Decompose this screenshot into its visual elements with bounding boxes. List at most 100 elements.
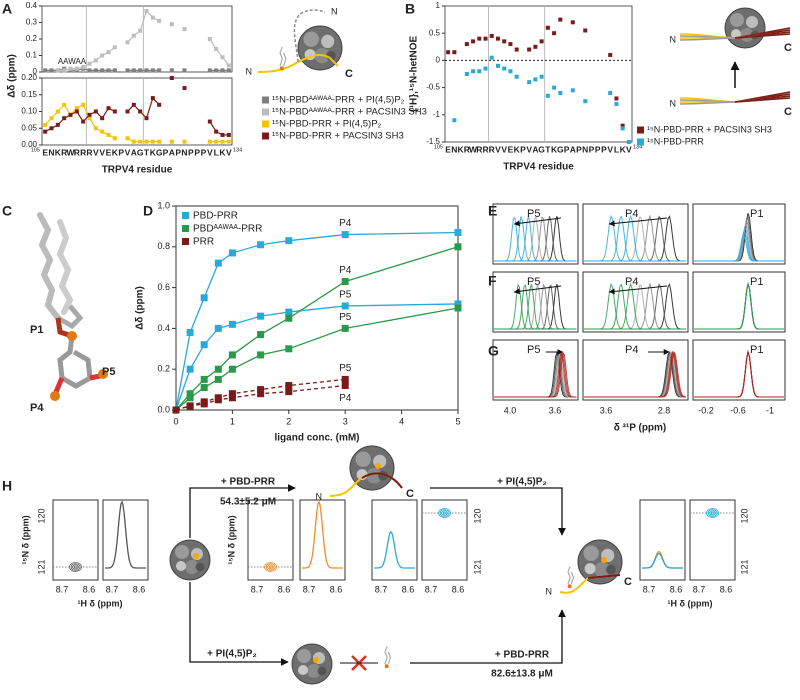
- data-point: [489, 55, 494, 60]
- hsqc-contour: [439, 509, 450, 517]
- spectrum-trace: [694, 233, 784, 262]
- hsqc-box: [52, 499, 99, 581]
- binding-site: [193, 553, 199, 559]
- y-axis-label: ¹⁵N δ (ppm): [20, 515, 30, 564]
- data-point: [285, 345, 293, 353]
- data-point: [545, 93, 550, 98]
- residue-label: V: [501, 144, 507, 154]
- step-label: + PI(4,5)P₂: [207, 649, 257, 660]
- spectrum-trace: [694, 350, 784, 398]
- spectrum-trace: [694, 350, 784, 398]
- series-line: [209, 121, 229, 136]
- residue-label: A: [570, 144, 576, 154]
- data-point: [43, 129, 48, 134]
- data-point: [614, 96, 619, 101]
- data-point: [558, 17, 563, 22]
- residue-label: P: [194, 147, 200, 157]
- spectrum-trace: [694, 282, 784, 330]
- peak-label: P4: [625, 344, 638, 356]
- data-point: [583, 99, 588, 104]
- data-point: [508, 42, 513, 47]
- series-line: [57, 46, 116, 71]
- peak-label: P4: [625, 208, 638, 220]
- data-point: [138, 28, 143, 33]
- step-label: + PBD-PRR: [495, 650, 550, 661]
- terminus-label: C: [784, 42, 792, 54]
- lipid-icon: [384, 646, 392, 665]
- data-point: [228, 351, 236, 359]
- protein-patch: [731, 29, 741, 39]
- data-point: [226, 139, 231, 144]
- peak-label: P5: [527, 208, 540, 220]
- data-point: [228, 320, 236, 328]
- protein-patch: [317, 666, 327, 676]
- residue-label: N: [48, 147, 54, 157]
- data-point: [214, 46, 219, 51]
- x-tick-label: 3.6: [549, 405, 562, 415]
- residue-label: R: [482, 144, 488, 154]
- x-tick-label: 8.7: [106, 584, 119, 594]
- data-point: [144, 116, 149, 121]
- protein-patch: [176, 561, 186, 571]
- x-axis-label: TRPV4 residue: [102, 165, 173, 176]
- data-point: [74, 66, 79, 71]
- kd-label: 54.3±5.2 μM: [220, 497, 276, 508]
- residue-label: G: [538, 144, 545, 154]
- data-point: [93, 109, 98, 114]
- data-point: [169, 22, 174, 27]
- residue-label: R: [74, 147, 80, 157]
- data-point: [200, 384, 208, 392]
- residue-number: 105: [31, 147, 40, 153]
- spectrum-trace: [694, 282, 784, 330]
- data-point: [157, 102, 162, 107]
- spectrum-trace: [694, 350, 784, 398]
- spectrum-trace: [584, 214, 686, 262]
- x-tick-label: 4: [399, 416, 404, 426]
- spectrum-trace: [494, 284, 577, 330]
- data-point: [539, 74, 544, 79]
- legend-label: ¹⁵N-PBDᴬᴬᵂᴬᴬ-PRR + PI(4,5)P₂: [272, 95, 405, 106]
- hsqc-contour: [441, 510, 448, 516]
- hsqc-box: [102, 499, 149, 581]
- series-line: [209, 38, 230, 66]
- phosphate-label: P4: [30, 402, 44, 414]
- data-point: [489, 33, 494, 38]
- spectrum-trace: [694, 350, 784, 398]
- spectrum-trace: [694, 350, 784, 398]
- protein-patch: [606, 564, 616, 575]
- hsqc-contour: [267, 564, 274, 570]
- hsqc-slice: [302, 500, 343, 569]
- spectrum-trace: [494, 284, 577, 330]
- x-tick-label: 1: [230, 416, 235, 426]
- data-point: [220, 132, 225, 137]
- data-point: [514, 47, 519, 52]
- spectrum-trace: [694, 231, 784, 262]
- protein-patch: [175, 545, 189, 559]
- spectrum-box: [692, 339, 786, 401]
- terminus-label: C: [624, 576, 632, 588]
- data-point: [87, 61, 92, 66]
- terminus-label: N: [546, 586, 553, 596]
- residue-label: R: [464, 144, 470, 154]
- data-point: [100, 68, 105, 73]
- residue-label: K: [219, 147, 226, 157]
- data-point: [214, 375, 222, 383]
- residue-label: R: [86, 147, 92, 157]
- x-tick-label: 4.0: [504, 405, 517, 415]
- data-point: [68, 112, 73, 117]
- data-point: [620, 123, 625, 128]
- binding-site: [313, 657, 319, 663]
- spectrum-trace: [494, 283, 577, 330]
- y-tick-label: -1: [433, 110, 441, 119]
- spectrum-trace: [494, 215, 577, 262]
- data-point: [131, 139, 136, 144]
- residue-label: P: [601, 144, 607, 154]
- x-axis-label: ligand conc. (mM): [275, 433, 360, 444]
- spectrum-box: [582, 271, 689, 333]
- peak-label: P4: [625, 276, 638, 288]
- panel-label: A: [2, 1, 12, 17]
- series-line: [44, 103, 116, 139]
- residue-label: E: [445, 144, 451, 154]
- spectrum-box: [692, 203, 786, 265]
- data-point: [169, 76, 174, 80]
